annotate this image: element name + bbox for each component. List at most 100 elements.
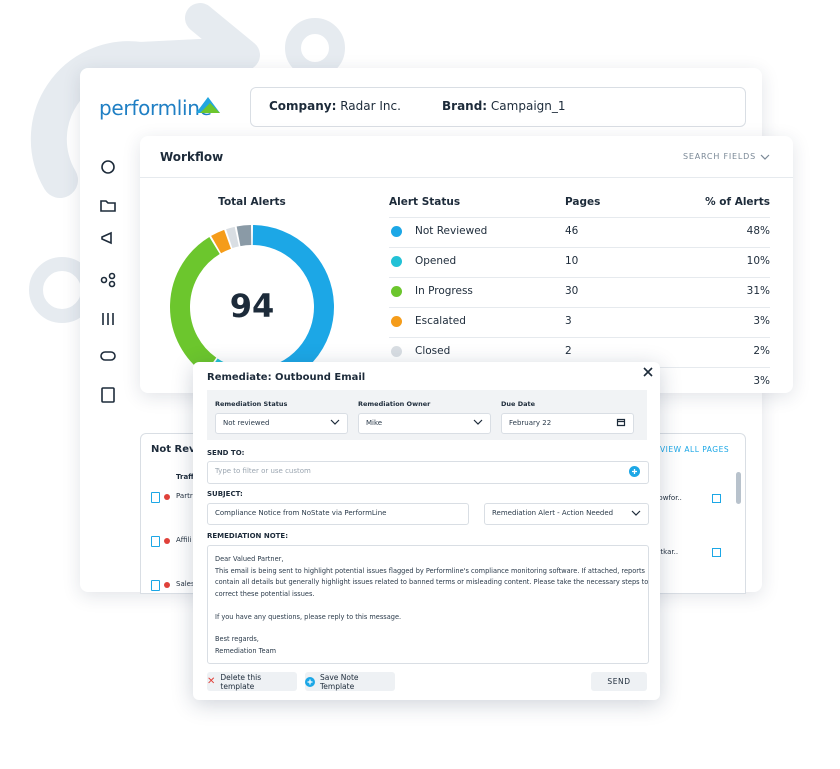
delete-label: Delete this template xyxy=(220,672,262,691)
status-name: In Progress xyxy=(415,285,473,297)
note-line: contain all details but generally highli… xyxy=(215,578,649,586)
divider xyxy=(140,177,793,178)
note-line: This email is being sent to highlight po… xyxy=(215,567,645,575)
column-header: Alert Status xyxy=(389,196,461,208)
status-dot xyxy=(391,346,402,357)
field-value: February 22 xyxy=(509,419,552,427)
status-dot xyxy=(391,286,402,297)
send-to-placeholder: Type to filter or use custom xyxy=(215,467,311,475)
percent-value: 2% xyxy=(753,345,770,357)
pages-value: 2 xyxy=(565,345,572,357)
view-all-link[interactable]: VIEW ALL PAGES xyxy=(660,445,730,454)
status-dot xyxy=(391,316,402,327)
note-line: correct these potential issues. xyxy=(215,590,315,598)
template-select[interactable] xyxy=(484,503,649,525)
table-column: Traff xyxy=(176,473,194,481)
status-name: Not Reviewed xyxy=(415,225,488,237)
row-divider xyxy=(389,307,770,308)
row-link: nowfor.. xyxy=(654,494,682,502)
brand: Campaign_1 xyxy=(490,99,566,113)
icon-megaphone[interactable] xyxy=(101,231,112,245)
chevron xyxy=(330,419,340,425)
icon-gauge[interactable] xyxy=(101,160,115,174)
percent-value: 31% xyxy=(746,285,770,297)
subject-input[interactable] xyxy=(207,503,469,525)
close-button[interactable] xyxy=(642,366,654,378)
logo-mark xyxy=(196,97,220,113)
donut-segment xyxy=(226,226,240,249)
status-name: Opened xyxy=(415,255,457,267)
icon-sliders[interactable] xyxy=(102,313,114,325)
pages-value: 10 xyxy=(565,255,579,267)
send-to-label: SEND TO: xyxy=(207,449,245,457)
row-divider xyxy=(389,217,770,218)
chevron xyxy=(760,154,770,160)
note-line: If you have any questions, please reply … xyxy=(215,613,402,621)
row-divider xyxy=(389,337,770,338)
row-divider xyxy=(389,247,770,248)
save-button[interactable]: Save Note Template xyxy=(305,672,395,691)
subject: Compliance Notice from NoState via Perfo… xyxy=(215,509,387,517)
header-bar xyxy=(250,87,746,127)
send-button[interactable]: SEND xyxy=(591,672,647,691)
note-textarea[interactable] xyxy=(207,545,649,664)
delete-button[interactable]: ✕ Delete this template xyxy=(207,672,297,691)
icon-share[interactable] xyxy=(100,276,108,284)
percent-value: 10% xyxy=(746,255,770,267)
status-name: Closed xyxy=(415,345,451,357)
workflow-title: Workflow xyxy=(160,150,224,164)
percent-value: 3% xyxy=(753,315,770,327)
add-recipient[interactable] xyxy=(629,466,640,477)
send-label: SEND xyxy=(607,677,631,686)
field-label: Remediation Status xyxy=(215,400,288,408)
row-name: Sales xyxy=(176,580,195,588)
field-label: Remediation Owner xyxy=(358,400,431,408)
icon-path xyxy=(330,419,340,425)
modal-title: Remediate: Outbound Email xyxy=(207,372,366,383)
donut-segment xyxy=(170,236,221,375)
save-label: Save Note Template xyxy=(319,672,359,691)
icon-path xyxy=(616,418,626,427)
template: Remediation Alert - Action Needed xyxy=(492,509,614,517)
calendar-icon xyxy=(616,418,626,427)
scrollbar[interactable] xyxy=(736,472,741,504)
field-label: Due Date xyxy=(501,400,535,408)
percent-value: 3% xyxy=(753,375,770,387)
file-icon xyxy=(151,492,160,503)
logo: performline xyxy=(99,96,212,120)
status-dot xyxy=(391,226,402,237)
donut-segment xyxy=(236,225,252,247)
field-select[interactable] xyxy=(215,413,348,434)
plus-icon xyxy=(305,676,315,687)
company: Radar Inc. xyxy=(340,99,401,113)
icon-toggle[interactable] xyxy=(100,351,116,361)
file-icon xyxy=(151,580,160,591)
pages-value: 46 xyxy=(565,225,579,237)
status-dot xyxy=(391,256,402,267)
company-label: Company: xyxy=(269,99,337,113)
workflow-card xyxy=(140,136,793,393)
pages-value: 30 xyxy=(565,285,579,297)
field-select[interactable] xyxy=(501,413,634,434)
status-dot xyxy=(164,494,170,500)
row-name: Affili xyxy=(176,536,192,544)
total-value: 94 xyxy=(229,287,275,325)
note-line: Best regards, xyxy=(215,635,259,643)
field-select[interactable] xyxy=(358,413,491,434)
chevron xyxy=(473,419,483,425)
status-name: Escalated xyxy=(415,315,466,327)
icon-report[interactable] xyxy=(101,387,115,403)
search-fields[interactable]: SEARCH FIELDS xyxy=(682,152,756,161)
pages-value: 3 xyxy=(565,315,572,327)
note-label: REMEDIATION NOTE: xyxy=(207,532,288,540)
table-title: Not Revie xyxy=(151,444,206,455)
status-dot xyxy=(164,582,170,588)
icon-path xyxy=(473,419,483,425)
column-header: % of Alerts xyxy=(705,196,770,208)
icon-folder[interactable] xyxy=(100,200,116,212)
send-to-input[interactable] xyxy=(207,461,649,484)
row-name: Partr xyxy=(176,492,193,500)
donut-segment xyxy=(211,229,232,254)
status-dot xyxy=(164,538,170,544)
